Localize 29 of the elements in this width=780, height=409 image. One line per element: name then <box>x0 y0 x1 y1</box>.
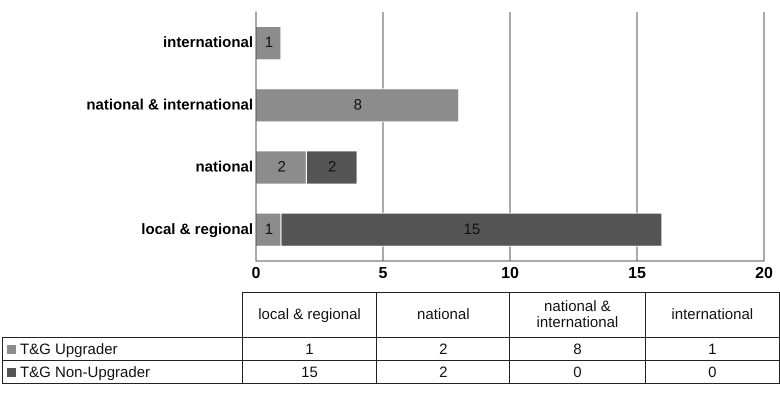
y-tick-label: national & international <box>86 96 253 114</box>
data-label: 8 <box>354 96 362 114</box>
data-label: 1 <box>264 34 274 52</box>
text: 0 <box>645 360 780 384</box>
data-label: 15 <box>464 220 480 238</box>
legend-label: T&G Upgrader <box>2 338 242 360</box>
x-tick-label: 5 <box>378 264 388 282</box>
x-tick-label: 10 <box>501 264 519 282</box>
data-label: 1 <box>264 220 274 238</box>
data-label: 2 <box>328 158 336 176</box>
text: 8 <box>510 338 646 360</box>
text: 1 <box>645 338 780 360</box>
category-label: national & international <box>536 298 618 331</box>
x-tick-label: 20 <box>755 264 773 282</box>
category-label: local & regional <box>258 306 361 323</box>
text: 15 <box>242 360 377 384</box>
category-label: national <box>417 306 470 323</box>
text: 2 <box>376 360 510 384</box>
y-tick-label: international <box>162 34 253 52</box>
text: 2 <box>376 338 510 360</box>
data-label: 2 <box>277 158 286 176</box>
x-tick-label: 15 <box>628 264 646 282</box>
category-label: international <box>671 306 754 323</box>
x-tick-label: 0 <box>252 264 261 282</box>
legend-label: T&G Non-Upgrader <box>2 360 242 384</box>
y-tick-label: local & regional <box>141 220 253 238</box>
text: 1 <box>242 338 377 360</box>
y-tick-label: national <box>195 158 253 176</box>
text: 0 <box>510 360 646 384</box>
